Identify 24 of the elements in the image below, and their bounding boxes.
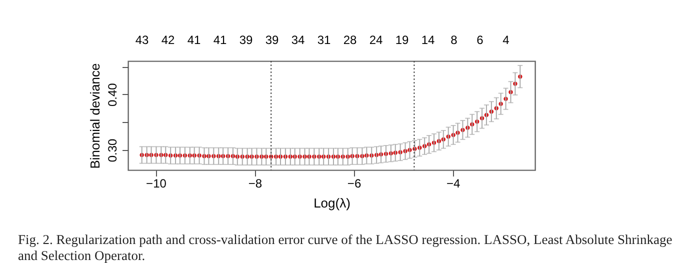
text: 39 xyxy=(239,33,253,47)
text: 24 xyxy=(369,33,383,47)
text: 31 xyxy=(317,33,331,47)
x-axis-title: Log(λ) xyxy=(314,196,350,210)
y-axis-title: Binomial deviance xyxy=(88,63,102,169)
y-tick-label: 0.30 xyxy=(106,138,120,162)
text: 43 xyxy=(135,33,149,47)
text: 41 xyxy=(187,33,201,47)
text: 39 xyxy=(265,33,279,47)
text: 4 xyxy=(502,33,510,47)
text: 6 xyxy=(476,33,484,47)
x-tick-label: −10 xyxy=(146,176,167,190)
x-tick-label: −4 xyxy=(446,176,460,190)
text: 41 xyxy=(213,33,227,47)
text: 14 xyxy=(421,33,435,47)
text: 42 xyxy=(161,33,175,47)
text: 19 xyxy=(395,33,409,47)
caption: Fig. 2. Regularization path and cross-validation error curve of the LASSO regression. LASSO, Least Absolute Shrinkage and Selection Operator. xyxy=(18,232,674,263)
text: 28 xyxy=(343,33,357,47)
x-tick-label: −8 xyxy=(248,176,262,190)
y-tick-label: 0.40 xyxy=(106,82,120,107)
text: 34 xyxy=(291,33,305,47)
x-tick-label: −6 xyxy=(347,176,362,190)
text: 8 xyxy=(450,33,458,47)
